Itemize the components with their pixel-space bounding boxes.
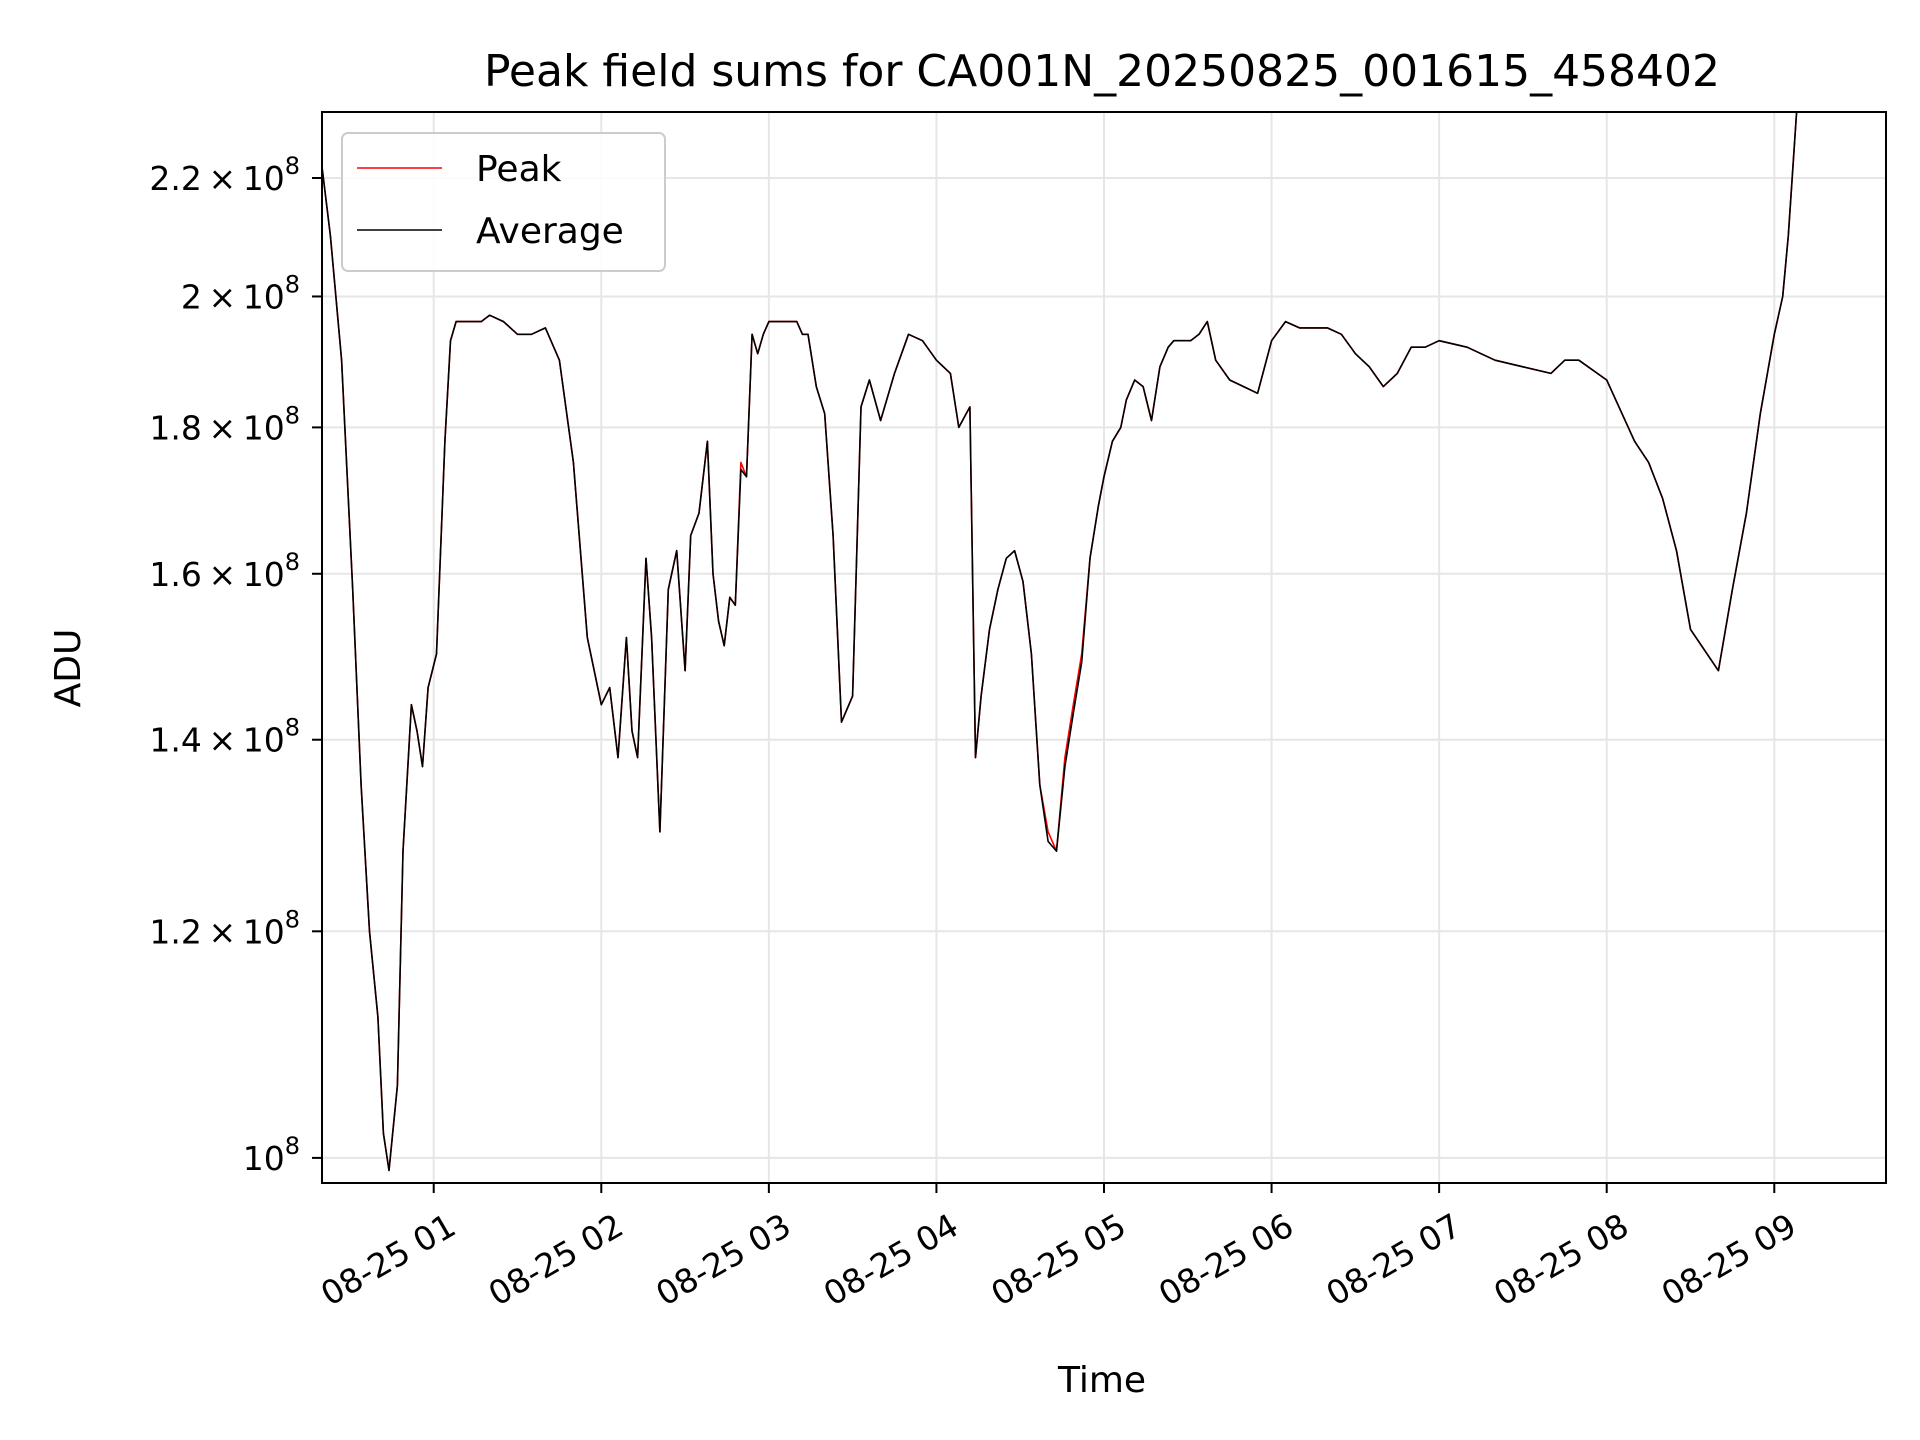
y-tick-label: 1.6 × 108 [149, 548, 300, 594]
chart-title: Peak field sums for CA001N_20250825_0016… [484, 46, 1720, 97]
series-line-average [321, 111, 1798, 1172]
y-tick-label: 1.2 × 108 [149, 905, 300, 951]
x-axis-label: Time [1057, 1360, 1146, 1401]
legend-label-average: Average [476, 211, 624, 252]
legend-label-peak: Peak [476, 149, 562, 190]
y-tick-label: 2.2 × 108 [149, 152, 300, 198]
y-tick-label: 1.4 × 108 [149, 714, 300, 760]
y-axis-label: ADU [48, 629, 89, 708]
series-layer [321, 111, 1798, 1172]
y-tick-label: 1.8 × 108 [149, 401, 300, 447]
grid [322, 112, 1886, 1183]
y-axis: 108 1.2 × 108 1.4 × 108 1.6 × 108 1.8 × 108 2… [149, 152, 322, 1178]
y-tick-label: 108 [243, 1132, 300, 1178]
legend: Peak Average [341, 132, 666, 272]
y-tick-label: 2 × 108 [181, 270, 300, 316]
